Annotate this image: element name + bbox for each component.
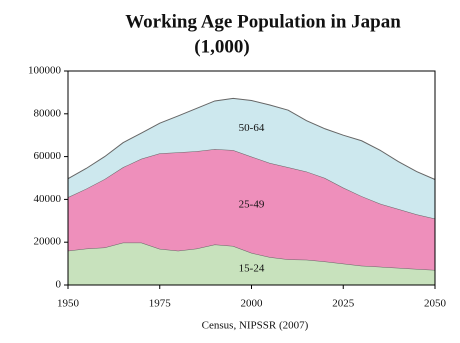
x-tick-label: 2000 <box>241 298 264 310</box>
area <box>68 242 435 285</box>
x-tick-label: 2050 <box>424 298 447 310</box>
area <box>68 149 435 271</box>
y-tick-label: 60000 <box>34 150 62 162</box>
area-label: 50-64 <box>239 122 265 134</box>
area-edge <box>67 97 436 180</box>
y-tick-label: 100000 <box>28 65 62 77</box>
y-tick-label: 80000 <box>34 107 62 119</box>
y-tick-label: 0 <box>56 279 62 291</box>
chart-title: Working Age Population in Japan <box>125 11 401 32</box>
area-label: 25-49 <box>239 198 265 210</box>
x-tick-label: 1950 <box>57 298 80 310</box>
area-label: 15-24 <box>239 262 265 274</box>
chart-subtitle: (1,000) <box>194 36 249 57</box>
y-tick-label: 20000 <box>34 236 62 248</box>
y-tick-label: 40000 <box>34 193 62 205</box>
x-axis-label: Census, NIPSSR (2007) <box>202 320 309 332</box>
x-tick-label: 2025 <box>332 298 355 310</box>
x-tick-label: 1975 <box>149 298 172 310</box>
area <box>68 98 435 219</box>
